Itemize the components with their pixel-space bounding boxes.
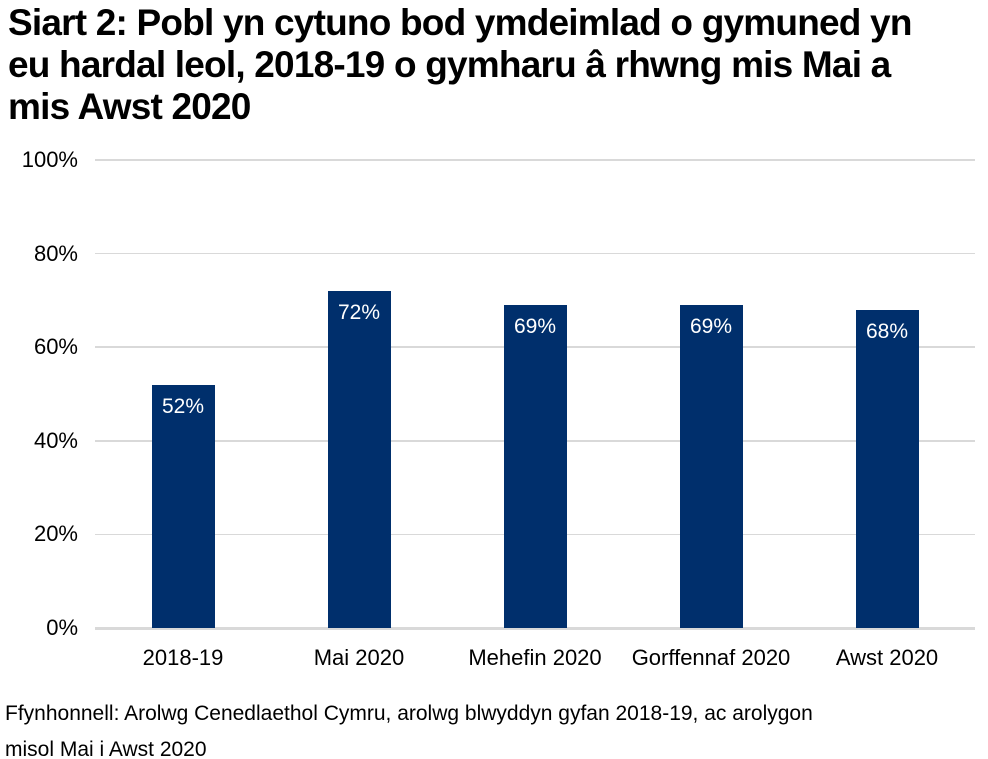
y-tick-label-100: 100%	[21, 147, 78, 172]
chart-title-line-3: mis Awst 2020	[8, 86, 251, 127]
x-axis: 2018-19 Mai 2020 Mehefin 2020 Gorffennaf 20…	[95, 644, 975, 674]
bar-Mai 2020: 72%	[327, 291, 391, 628]
chart-title: Siart 2: Pobl yn cytuno bod ymdeimlad o …	[8, 2, 912, 128]
bar-value-label: 68%	[865, 319, 909, 343]
source-note-line-1: Ffynhonnell: Arolwg Cenedlaethol Cymru, …	[5, 702, 813, 725]
x-category-label: Awst 2020	[835, 645, 939, 670]
x-category-label: Gorffennaf 2020	[631, 645, 791, 670]
chart-title-line-2: eu hardal leol, 2018-19 o gymharu â rhwn…	[8, 44, 891, 85]
bar-Mehefin 2020: 69%	[503, 305, 567, 628]
gridline-100	[95, 159, 975, 161]
bar-2018-19: 52%	[151, 384, 215, 628]
y-axis: 0% 20% 40% 60% 80% 100%	[0, 147, 78, 640]
source-note-line-2: misol Mai i Awst 2020	[5, 738, 207, 759]
bar-Awst 2020: 68%	[855, 309, 919, 628]
plot-area: 52% 72% 69% 69% 68%	[95, 159, 975, 630]
y-tick-label-20: 20%	[33, 521, 78, 547]
chart-title-line-1: Siart 2: Pobl yn cytuno bod ymdeimlad o …	[8, 2, 912, 43]
x-category-label: 2018-19	[142, 645, 224, 670]
y-tick-label-40: 40%	[33, 427, 78, 453]
y-tick-label-80: 80%	[33, 240, 78, 266]
gridline-80	[95, 252, 975, 255]
x-category-label: Mai 2020	[313, 645, 405, 670]
x-axis-baseline	[95, 627, 975, 630]
y-tick-label-0: 0%	[46, 615, 78, 640]
bar-Gorffennaf 2020: 69%	[679, 305, 743, 628]
y-tick-label-60: 60%	[33, 334, 78, 360]
bar-value-label: 72%	[337, 301, 381, 325]
bar-value-label: 69%	[513, 315, 557, 339]
bar-value-label: 69%	[689, 315, 733, 339]
source-note: Ffynhonnell: Arolwg Cenedlaethol Cymru, …	[5, 696, 813, 759]
bar-value-label: 52%	[161, 394, 205, 418]
x-category-label: Mehefin 2020	[468, 645, 602, 670]
